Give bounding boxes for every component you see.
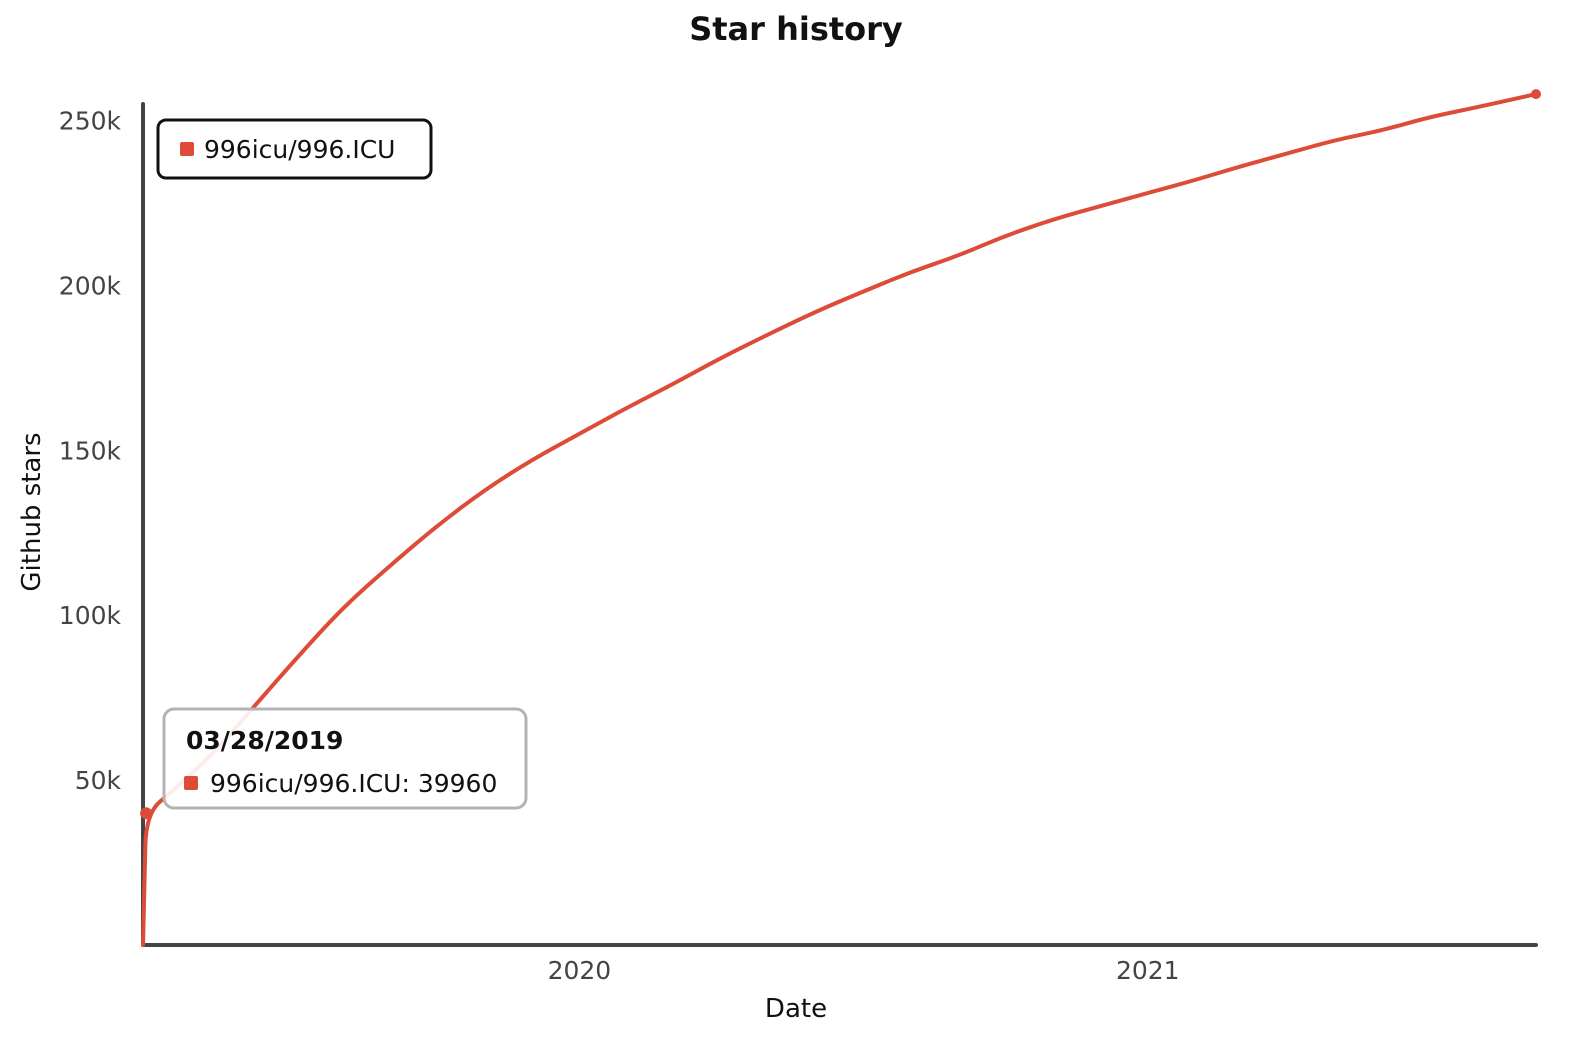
series-end-point (1531, 89, 1541, 100)
y-tick-label: 50k (75, 766, 122, 795)
legend-box (156, 118, 433, 180)
x-tick-labels: 2020 2021 (548, 956, 1180, 985)
series-layer (140, 89, 1541, 947)
tooltip-value: 996icu/996.ICU: 39960 (210, 769, 497, 798)
tooltip: 03/28/2019 996icu/996.ICU: 39960 (162, 707, 528, 810)
y-tick-label: 200k (59, 271, 122, 300)
y-tick-label: 100k (59, 601, 122, 630)
x-tick-label: 2021 (1116, 956, 1180, 985)
tooltip-point (140, 807, 153, 820)
legend: 996icu/996.ICU (156, 118, 433, 180)
y-tick-label: 150k (59, 436, 122, 465)
y-axis-label: Github stars (17, 432, 47, 591)
tooltip-date: 03/28/2019 (186, 726, 343, 755)
legend-swatch (180, 142, 194, 156)
y-tick-label: 250k (59, 106, 122, 135)
x-axis-label: Date (765, 994, 827, 1024)
tooltip-box (162, 707, 528, 810)
series-line (141, 92, 1538, 947)
y-tick-labels: 50k 100k 150k 200k 250k (59, 106, 122, 795)
x-tick-label: 2020 (548, 956, 612, 985)
legend-series-name: 996icu/996.ICU (204, 135, 395, 164)
chart-title: Star history (689, 10, 903, 48)
tooltip-swatch (184, 776, 198, 790)
